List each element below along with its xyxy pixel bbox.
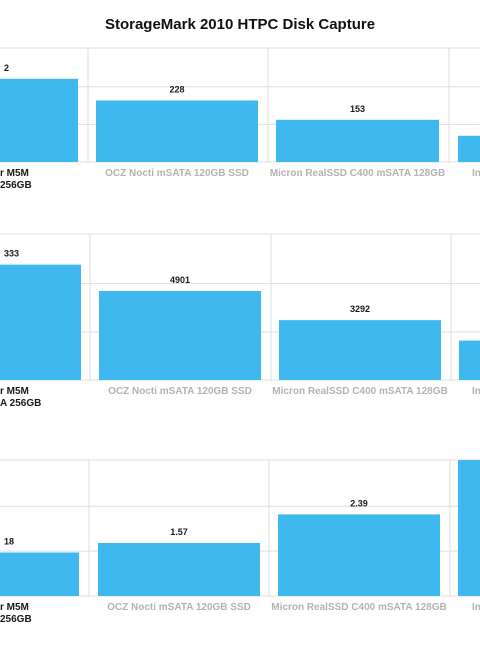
category-label: 256GB [0,614,32,625]
category-label: In [472,168,480,179]
bar [458,460,480,596]
value-label: 18 [4,536,14,546]
value-label: 2.39 [350,498,368,508]
category-label: In [472,386,480,397]
value-label: 153 [350,104,365,114]
category-label: Micron RealSSD C400 mSATA 128GB [271,602,446,613]
bar [458,135,480,162]
value-label: 2 [4,63,9,73]
category-label: r M5M [0,168,29,179]
bar [278,514,440,596]
category-label: OCZ Nocti mSATA 120GB SSD [107,602,251,613]
category-label: Micron RealSSD C400 mSATA 128GB [270,168,445,179]
bar [279,320,441,380]
bar [0,552,79,596]
value-label: 1.57 [170,527,188,537]
bar-chart-panel-2: 333 4901 3292 r M5M A 256GB OCZ Nocti mSATA 1… [0,228,480,408]
bar-chart-panel-3: 18 1.57 2.39 r M5M 256GB OCZ Nocti mSATA 120G… [0,446,480,626]
category-label: In [472,602,480,613]
bar [276,119,439,162]
bar [0,264,81,380]
category-label: OCZ Nocti mSATA 120GB SSD [108,386,252,397]
chart-title: StorageMark 2010 HTPC Disk Capture [104,16,376,33]
category-label: r M5M [0,386,29,397]
bar-chart-panel-1: 2 228 153 r M5M 256GB OCZ Nocti mSATA 120GB S… [0,44,480,224]
bar [99,290,261,380]
bar [98,542,260,596]
value-label: 3292 [350,304,370,314]
category-label: 256GB [0,180,32,191]
category-label: r M5M [0,602,29,613]
bar [459,340,480,380]
value-label: 4901 [170,275,190,285]
bar [96,100,258,162]
category-label: A 256GB [0,398,41,408]
category-label: Micron RealSSD C400 mSATA 128GB [272,386,447,397]
bar [0,78,78,162]
value-label: 228 [169,84,184,94]
value-label: 333 [4,249,19,259]
category-label: OCZ Nocti mSATA 120GB SSD [105,168,249,179]
